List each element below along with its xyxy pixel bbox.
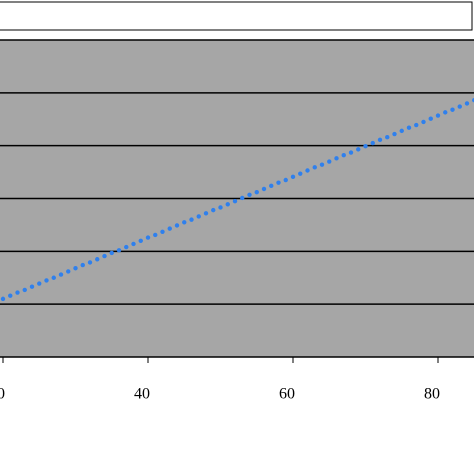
- data-point: [73, 266, 78, 271]
- data-point: [457, 104, 462, 109]
- data-point: [348, 150, 354, 155]
- data-point: [269, 183, 274, 189]
- data-point: [66, 269, 71, 274]
- data-point: [334, 156, 339, 161]
- data-point: [428, 116, 433, 121]
- data-point: [131, 241, 136, 247]
- data-point: [138, 238, 143, 243]
- data-point: [435, 113, 441, 118]
- data-point: [153, 232, 158, 238]
- data-point: [356, 147, 361, 152]
- data-point: [298, 171, 303, 176]
- data-point: [196, 214, 201, 219]
- data-point: [341, 152, 346, 158]
- data-point: [160, 229, 165, 234]
- data-point: [124, 244, 129, 250]
- data-point: [37, 281, 42, 286]
- data-point: [385, 135, 390, 140]
- data-point: [464, 101, 470, 106]
- data-point: [167, 226, 172, 231]
- data-point: [87, 260, 93, 265]
- data-point: [44, 278, 49, 283]
- data-point: [414, 122, 419, 128]
- data-point: [203, 211, 209, 216]
- data-point: [443, 110, 448, 115]
- data-point: [254, 189, 259, 195]
- data-point: [283, 177, 288, 183]
- data-point: [0, 296, 6, 302]
- x-tick-label: 40: [134, 386, 150, 403]
- data-point: [102, 253, 107, 259]
- data-point: [95, 257, 100, 262]
- data-point: [399, 128, 404, 134]
- data-point: [218, 205, 223, 210]
- data-point: [189, 217, 194, 222]
- data-point: [29, 284, 35, 289]
- x-tick-label: 60: [279, 386, 295, 403]
- data-point: [290, 174, 296, 180]
- legend-box: [0, 1, 473, 31]
- data-point: [261, 186, 267, 192]
- data-point: [225, 202, 230, 207]
- data-point: [319, 162, 325, 167]
- data-point: [80, 262, 85, 268]
- data-point: [370, 140, 375, 146]
- data-point: [327, 159, 332, 164]
- data-point: [377, 137, 383, 143]
- data-point: [174, 223, 180, 228]
- data-point: [211, 207, 216, 213]
- data-point: [109, 250, 114, 256]
- x-tick-label: 80: [424, 386, 440, 403]
- data-point: [421, 119, 426, 125]
- data-point: [406, 125, 412, 130]
- data-point: [247, 192, 252, 198]
- data-point: [305, 168, 310, 173]
- data-point: [182, 220, 187, 225]
- data-point: [145, 235, 151, 240]
- data-point: [240, 195, 245, 201]
- data-point: [8, 293, 13, 298]
- data-point: [312, 165, 317, 170]
- x-tick-label: 20: [0, 386, 5, 403]
- data-point: [15, 290, 20, 295]
- data-point: [51, 275, 56, 280]
- data-point: [276, 180, 281, 185]
- data-point: [116, 248, 122, 253]
- data-point: [58, 272, 64, 277]
- data-point: [363, 143, 368, 149]
- data-point: [232, 198, 238, 204]
- data-point: [392, 131, 397, 137]
- data-point: [22, 287, 27, 293]
- data-point: [450, 107, 455, 112]
